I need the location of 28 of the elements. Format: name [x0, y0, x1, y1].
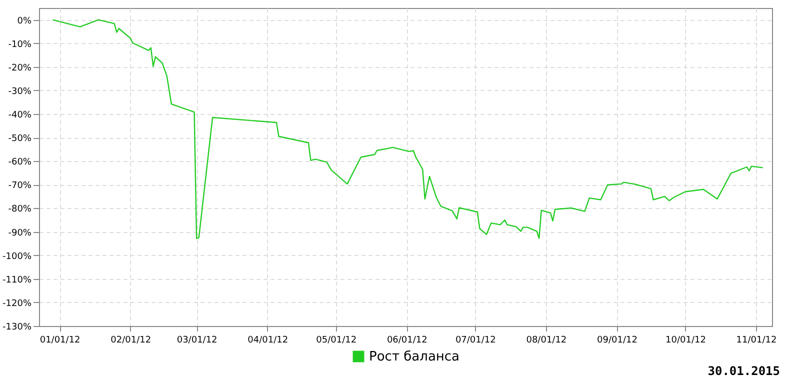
- x-tick-label: 07/01/12: [455, 336, 496, 346]
- y-tick-label: -70%: [8, 181, 32, 192]
- y-tick-label: 0%: [17, 16, 32, 26]
- line-series: [52, 19, 764, 239]
- y-tick-label: -50%: [8, 134, 32, 144]
- x-tick-label: 11/01/12: [736, 336, 777, 346]
- x-tick-label: 02/01/12: [110, 336, 152, 346]
- y-tick-label: -60%: [8, 158, 32, 168]
- x-tick-label: 10/01/12: [666, 336, 706, 346]
- y-tick-label: -100%: [2, 252, 32, 262]
- y-tick-label: -120%: [2, 298, 32, 309]
- x-tick-label: 08/01/12: [526, 336, 567, 346]
- legend-label: Рост баланса: [369, 350, 460, 364]
- y-tick-label: -20%: [8, 63, 32, 74]
- y-tick-label: -90%: [8, 228, 32, 238]
- text: 30.01.2015: [708, 364, 780, 378]
- y-tick-label: -130%: [2, 322, 32, 332]
- x-tick-label: 09/01/12: [597, 336, 638, 346]
- x-tick-label: 04/01/12: [248, 336, 288, 346]
- y-tick-label: -40%: [8, 110, 32, 120]
- x-tick-label: 01/01/12: [40, 336, 80, 346]
- y-tick-label: -30%: [8, 86, 32, 97]
- x-tick-label: 03/01/12: [176, 336, 218, 346]
- y-tick-label: -110%: [2, 275, 32, 286]
- y-tick-label: -10%: [8, 40, 32, 50]
- x-tick-label: 06/01/12: [386, 336, 428, 346]
- x-tick-label: 05/01/12: [316, 336, 357, 346]
- y-tick-label: -80%: [8, 204, 32, 215]
